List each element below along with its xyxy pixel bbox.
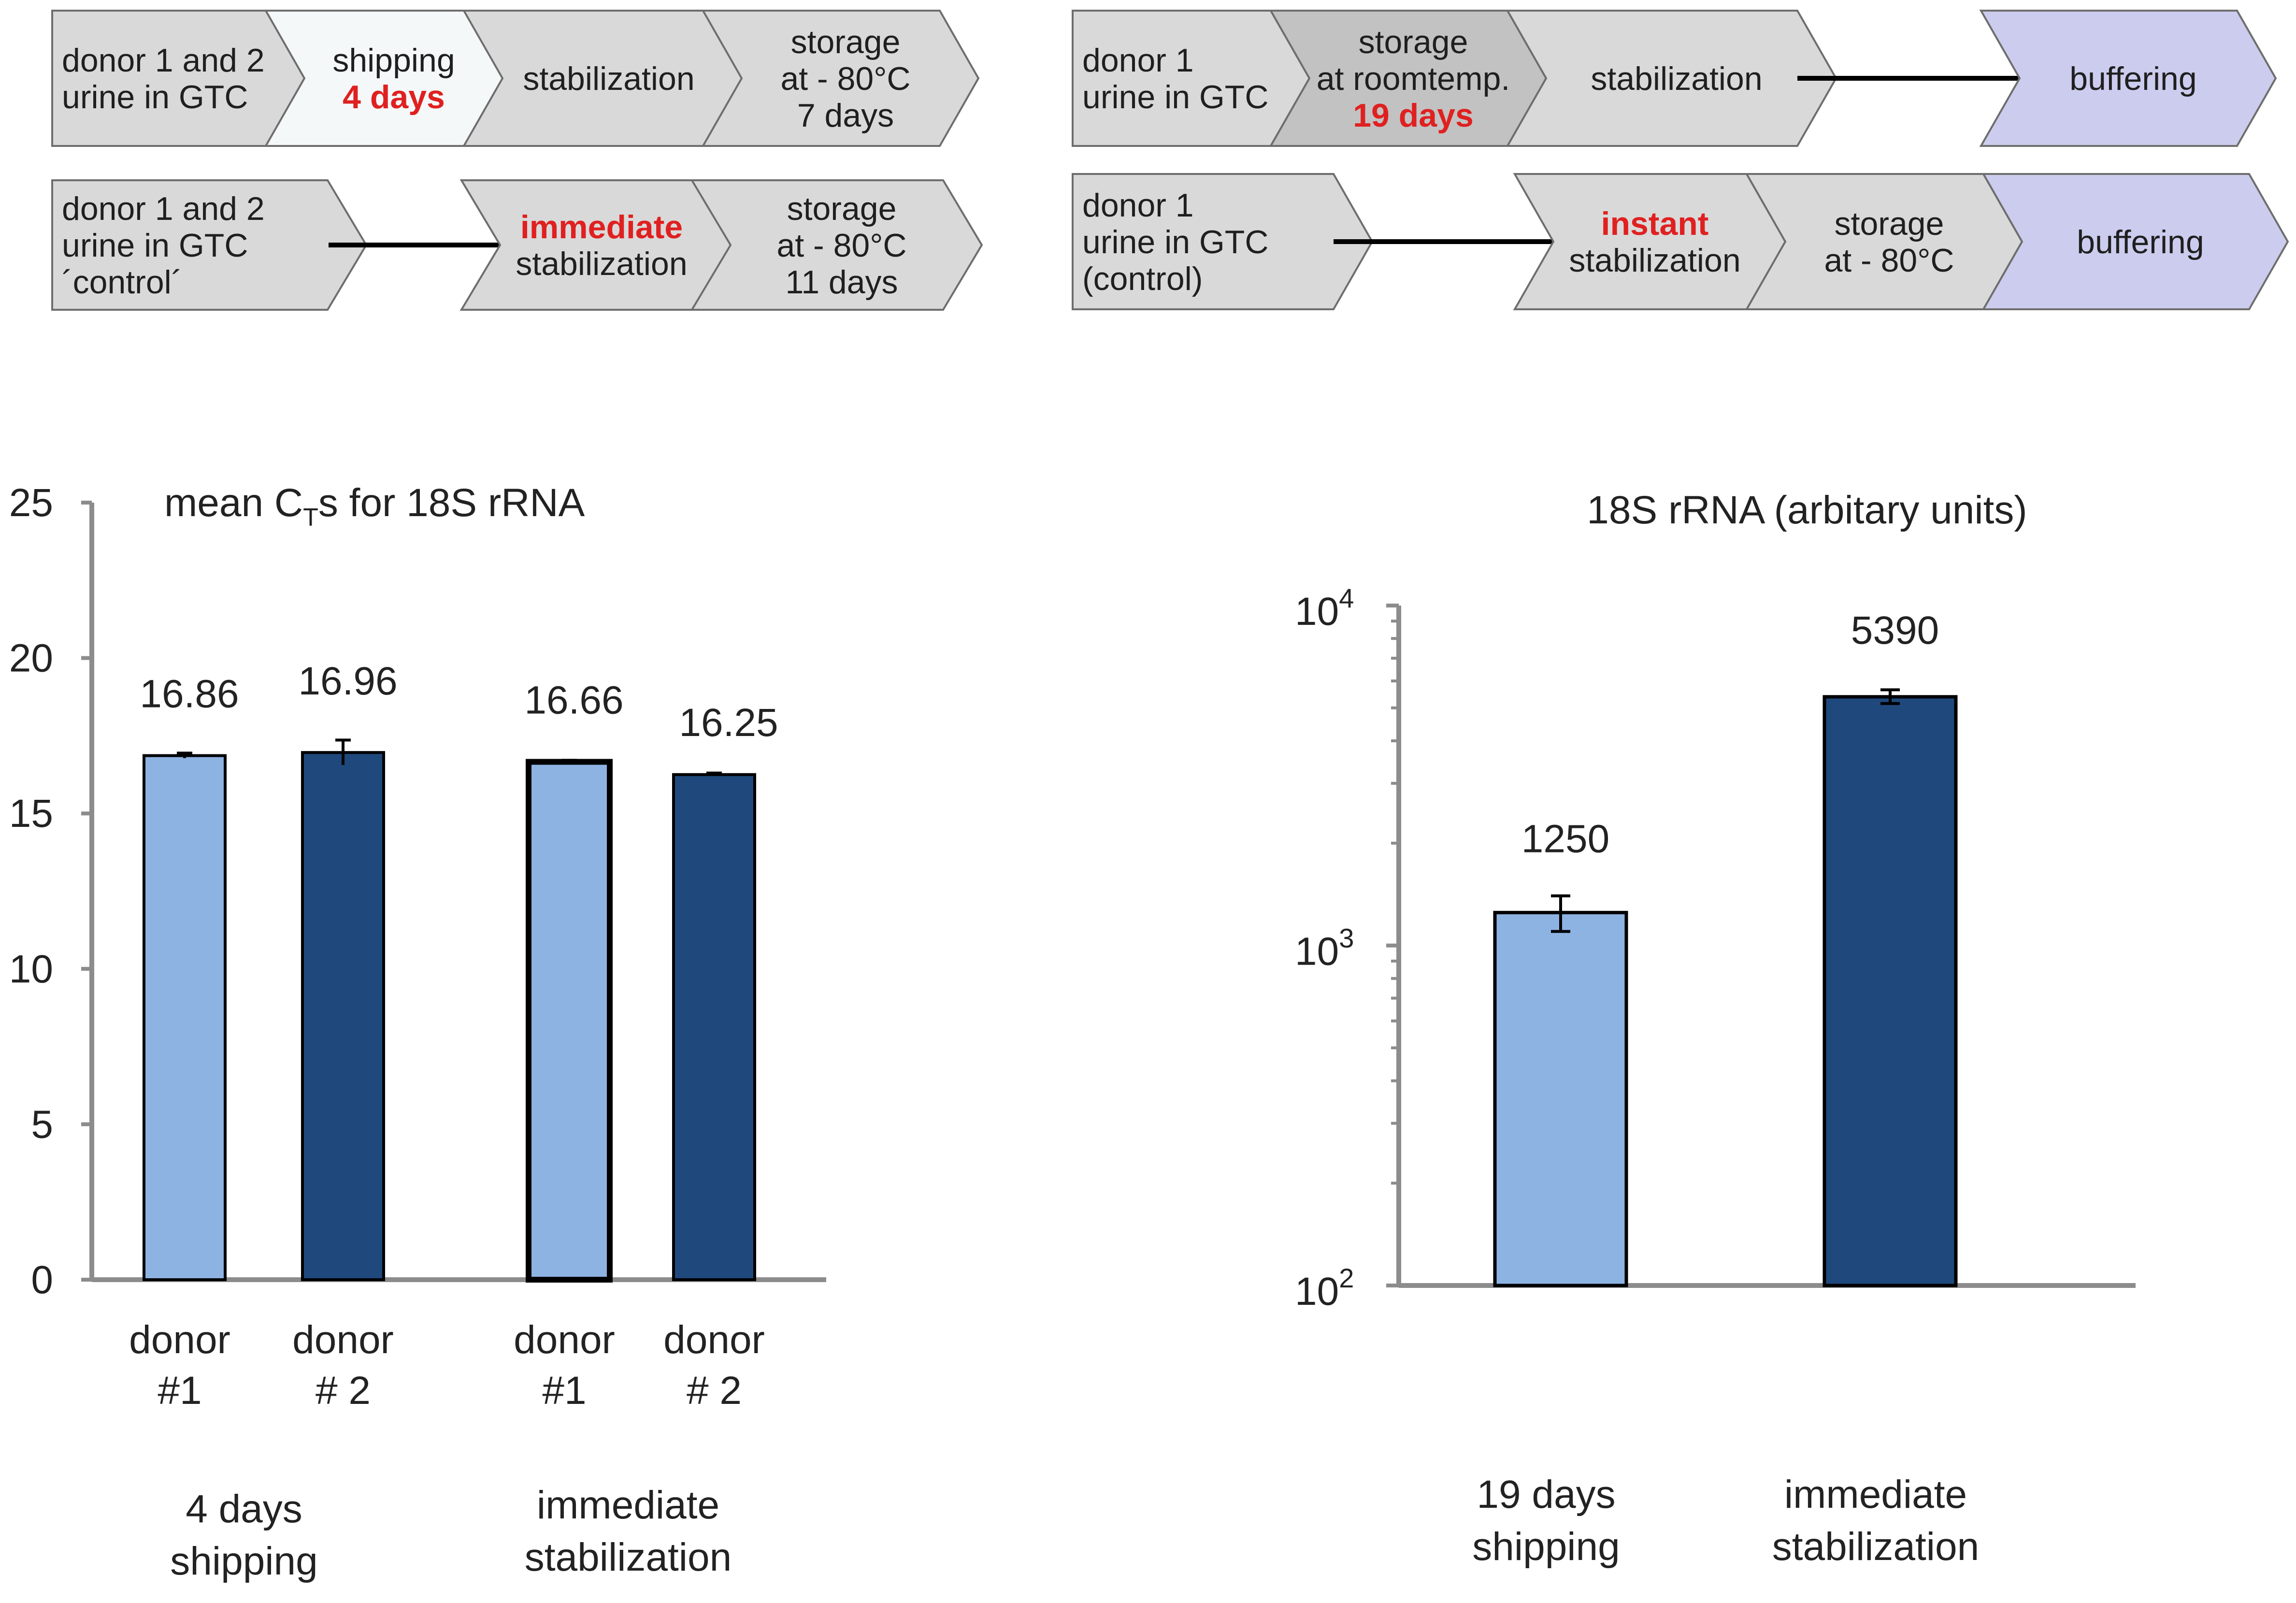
workflow-right-r2-step-2-text: instant [1601, 205, 1709, 242]
workflow-left-r1-step-4-text: storage [791, 24, 901, 60]
log-category-label-2: immediate [1784, 1473, 1967, 1516]
ct-bar-chart: 0 5 10 15 20 25 mean CTs for 18S rRNA 16.86 dono… [9, 481, 826, 1583]
ct-group-label-1: shipping [170, 1539, 317, 1583]
ct-category-label-4: # 2 [687, 1369, 742, 1413]
ct-group-label-1: 4 days [186, 1487, 302, 1531]
workflow-right-r1-step-3 [1506, 10, 1837, 147]
ct-category-label-3: #1 [542, 1369, 586, 1413]
workflow-left-r2-step-3-text: at - 80°C [776, 227, 906, 264]
workflow-left-r2-step-2-text: immediate [520, 209, 683, 246]
log-chart-title: 18S rRNA (arbitary units) [1587, 488, 2027, 532]
ct-y-tick-label: 20 [9, 636, 53, 680]
workflow-left-r2-step-1-text: donor 1 and 2 [62, 190, 265, 227]
workflow-right-r1-step-2-text: 19 days [1353, 97, 1474, 134]
workflow-right-r2-step-1-text: donor 1 [1082, 187, 1194, 224]
workflow-right-r2-step-1 [1072, 173, 1374, 310]
ct-category-label-3: donor [514, 1318, 615, 1362]
log-value-label-2: 5390 [1851, 608, 1939, 652]
ct-bar-4 [672, 773, 756, 1281]
workflow-left-r1-step-1-text: urine in GTC [62, 79, 248, 116]
ct-value-label-2: 16.96 [298, 659, 397, 703]
log-y-tick-label: 104 [1295, 583, 1354, 634]
ct-y-tick-label: 25 [9, 481, 53, 525]
workflow-right-r1-step-1-text: urine in GTC [1082, 79, 1268, 116]
workflow-left-r2-step-1-text: urine in GTC [62, 227, 248, 264]
ct-y-tick-label: 10 [9, 947, 53, 991]
workflow-left-r2-step-3-text: 11 days [785, 264, 898, 301]
ct-bar-3 [526, 759, 613, 1283]
ct-y-tick-label: 0 [31, 1258, 53, 1302]
ct-category-label-4: donor [663, 1318, 765, 1362]
ct-category-label-1: #1 [158, 1369, 201, 1413]
ct-category-label-2: # 2 [316, 1369, 371, 1413]
ct-value-label-4: 16.25 [679, 701, 778, 745]
log-category-label-1: 19 days [1477, 1473, 1615, 1516]
log-bar-1 [1493, 910, 1628, 1287]
ct-category-label-2: donor [292, 1318, 394, 1362]
ct-value-label-1: 16.86 [140, 672, 239, 716]
ct-chart-title: mean CTs for 18S rRNA [164, 481, 585, 532]
workflow-right-r1-step-2-text: at roomtemp. [1317, 60, 1510, 97]
workflow-left-r2-step-1 [51, 179, 368, 311]
ct-group-label-2: immediate [537, 1483, 719, 1527]
ct-y-tick-label: 15 [9, 792, 53, 836]
workflow-right-r1-step-4 [1979, 10, 2277, 147]
workflow-right-r2-step-4-text: buffering [2077, 224, 2204, 260]
ct-bar-2 [301, 751, 385, 1281]
ct-bar-1 [143, 754, 227, 1281]
workflow-left-r1-step-2-text: 4 days [343, 79, 445, 116]
log-category-label-1: shipping [1472, 1525, 1620, 1569]
log-bar-2 [1822, 695, 1958, 1287]
ct-value-label-3: 16.66 [524, 678, 623, 722]
workflow-left-r1-step-1-text: donor 1 and 2 [62, 42, 265, 79]
workflow-left-r1-step-4-text: at - 80°C [780, 60, 910, 97]
workflow-left-r1-step-3-text: stabilization [523, 60, 694, 97]
workflow-left-r2-step-3-text: storage [787, 190, 897, 227]
workflow-right-r2-step-1-text: urine in GTC [1082, 224, 1268, 260]
log-y-tick-label: 103 [1295, 923, 1354, 974]
ct-y-tick-label: 5 [31, 1102, 53, 1146]
log-y-tick-label: 102 [1295, 1263, 1354, 1314]
workflow-left-r2-step-2-text: stabilization [516, 246, 687, 282]
workflow-right-r1-step-2-text: storage [1359, 24, 1468, 60]
ct-group-label-2: stabilization [525, 1535, 732, 1579]
workflow-right-r2-step-2-text: stabilization [1569, 242, 1740, 279]
workflow-right-r2-step-1-text: (control) [1082, 260, 1203, 297]
workflow-right-r2-step-3-text: at - 80°C [1824, 242, 1954, 279]
workflow-right-r1-step-3-text: stabilization [1591, 60, 1762, 97]
workflow-left-r1-step-4-text: 7 days [797, 97, 894, 134]
workflow-left-r1-step-4 [701, 10, 980, 147]
workflow-right-r2-step-3-text: storage [1835, 205, 1944, 242]
ct-category-label-1: donor [129, 1318, 230, 1362]
workflow-right-r2-step-4 [1981, 173, 2289, 310]
log-category-label-2: stabilization [1772, 1525, 1979, 1569]
workflow-left-r2-step-1-text: ´control´ [62, 264, 182, 301]
log-value-label-1: 1250 [1521, 817, 1609, 861]
workflow-left-r1-step-2-text: shipping [332, 42, 455, 79]
workflow-right-r1-step-4-text: buffering [2069, 60, 2196, 97]
workflow-right-r1-step-1-text: donor 1 [1082, 42, 1194, 79]
workflow-left-r2-step-3 [690, 179, 983, 311]
log-bar-chart: 102 103 104 18S rRNA (arbitary units) 1250 19… [1295, 488, 2136, 1569]
